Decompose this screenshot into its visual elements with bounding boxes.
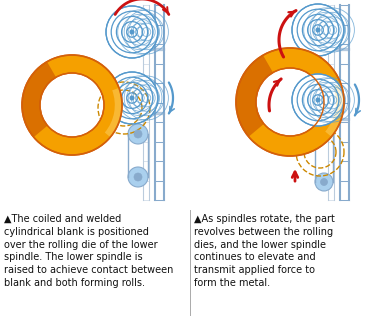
Circle shape [315, 173, 333, 191]
Circle shape [320, 179, 328, 186]
Circle shape [292, 74, 344, 126]
Wedge shape [22, 62, 56, 137]
Circle shape [128, 167, 148, 187]
Circle shape [130, 30, 134, 34]
Text: ▲As spindles rotate, the part
revolves between the rolling
dies, and the lower s: ▲As spindles rotate, the part revolves b… [194, 214, 335, 288]
Wedge shape [105, 88, 122, 137]
Wedge shape [236, 55, 273, 137]
Circle shape [292, 4, 344, 56]
Wedge shape [22, 55, 122, 155]
Circle shape [134, 173, 142, 181]
Circle shape [316, 98, 320, 102]
Circle shape [106, 72, 158, 124]
Circle shape [128, 124, 148, 144]
Circle shape [106, 6, 158, 58]
Circle shape [315, 123, 333, 141]
Circle shape [134, 130, 142, 138]
Circle shape [316, 28, 320, 32]
Wedge shape [236, 48, 344, 156]
Text: ▲The coiled and welded
cylindrical blank is positioned
over the rolling die of t: ▲The coiled and welded cylindrical blank… [4, 214, 173, 288]
Circle shape [320, 129, 328, 135]
Wedge shape [325, 84, 344, 137]
Circle shape [130, 96, 134, 100]
